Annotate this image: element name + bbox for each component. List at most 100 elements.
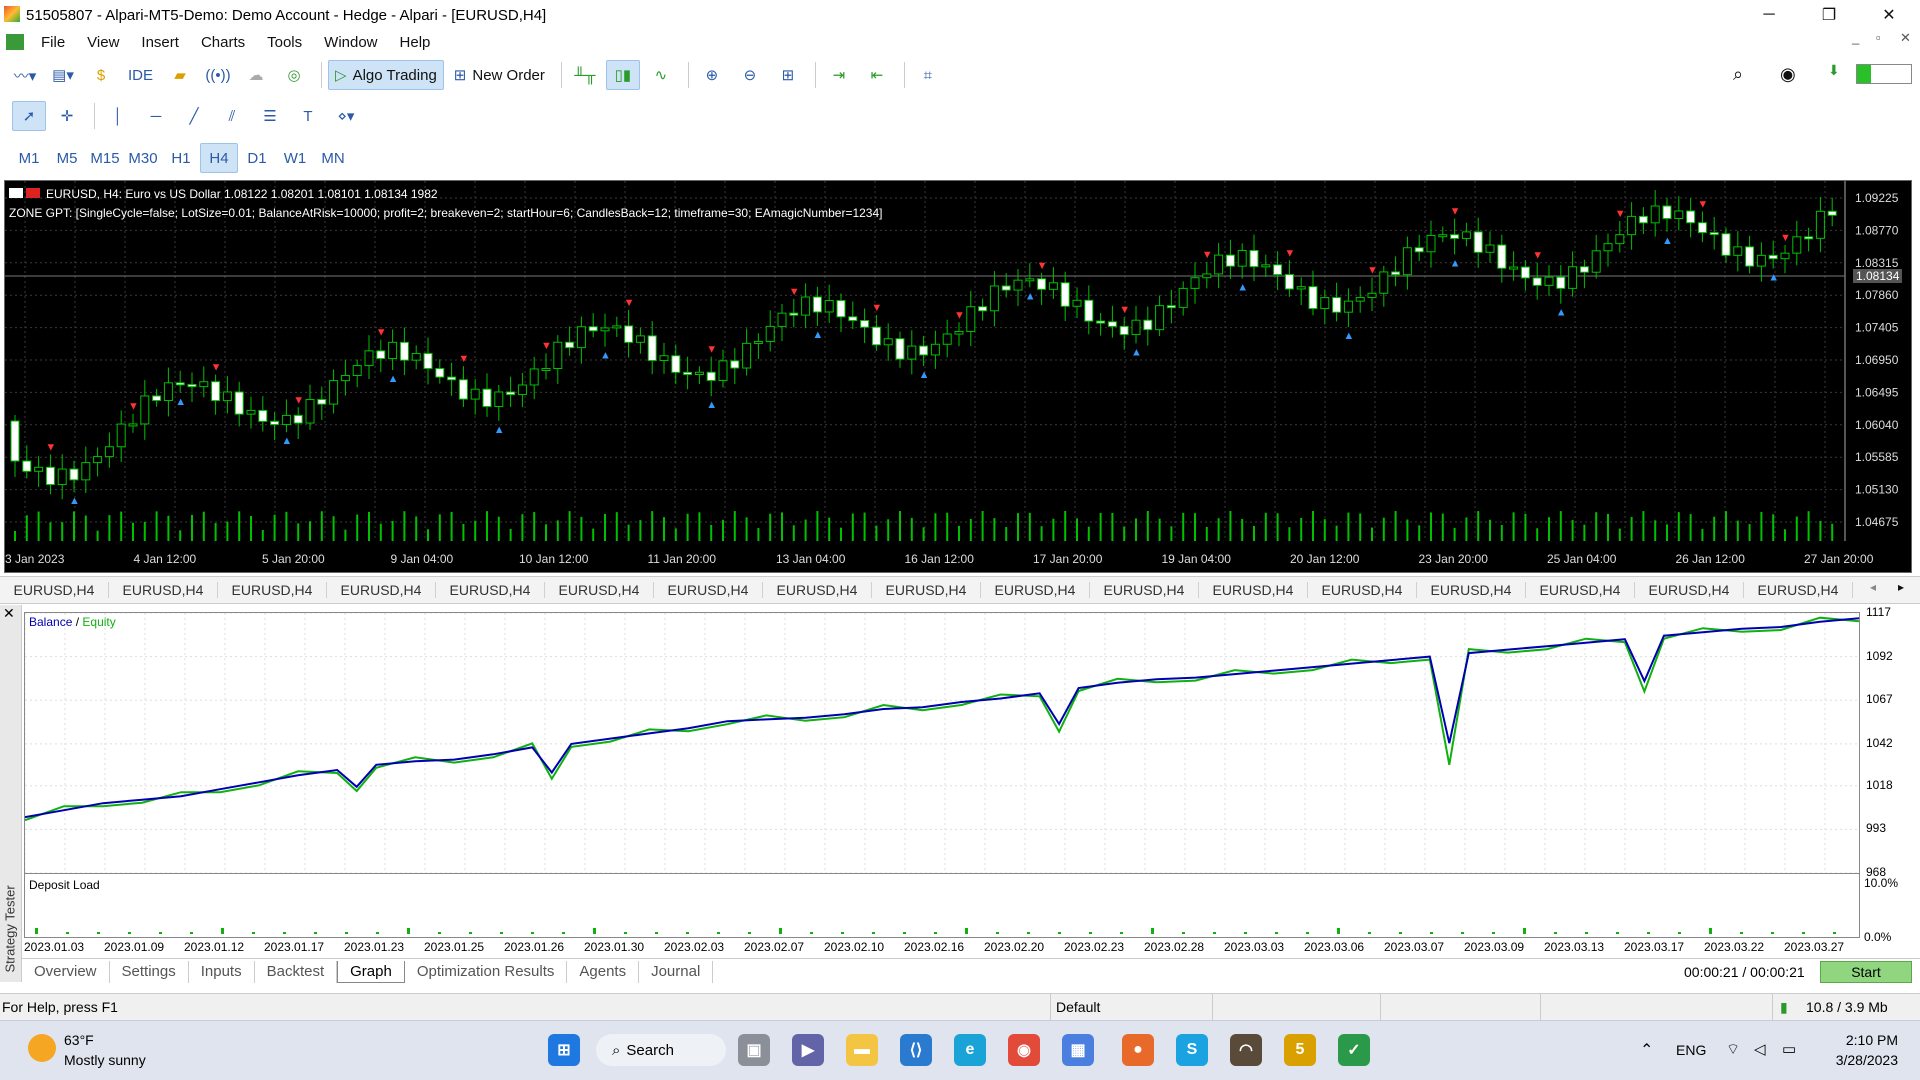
chart-tab[interactable]: EURUSD,H4 <box>109 582 218 598</box>
new-order-button[interactable]: ⊞ New Order <box>453 66 545 85</box>
tab-inputs[interactable]: Inputs <box>189 960 255 983</box>
tab-scroll-right-icon[interactable]: ▸ <box>1898 580 1905 594</box>
start-button[interactable]: Start <box>1820 961 1912 983</box>
tf-d1[interactable]: D1 <box>247 149 267 167</box>
restore-button[interactable]: ❐ <box>1821 7 1837 24</box>
volume-icon[interactable]: ◁ <box>1754 1041 1766 1058</box>
chart-tab[interactable]: EURUSD,H4 <box>0 582 109 598</box>
channel-icon[interactable]: ⫽ <box>228 107 236 125</box>
alpari-icon[interactable]: ◠ <box>1230 1034 1262 1066</box>
fibonacci-icon[interactable]: ☰ <box>263 108 277 125</box>
dollar-icon[interactable]: $ <box>96 66 106 84</box>
mdi-close-icon[interactable]: ✕ <box>1900 30 1911 45</box>
tf-h4[interactable]: H4 <box>200 143 238 173</box>
store-icon[interactable]: ▦ <box>1062 1034 1094 1066</box>
menu-window[interactable]: Window <box>324 33 378 51</box>
language-indicator[interactable]: ENG <box>1676 1042 1707 1058</box>
tab-graph[interactable]: Graph <box>337 960 405 983</box>
horizontal-line-icon[interactable]: ─ <box>150 107 162 125</box>
tf-m15[interactable]: M15 <box>90 149 120 167</box>
chart-tab[interactable]: EURUSD,H4 <box>763 582 872 598</box>
chart-window-icon[interactable]: ▤▾ <box>52 67 74 84</box>
zoom-in-icon[interactable]: ⊕ <box>705 67 719 84</box>
clock-date[interactable]: 3/28/2023 <box>1835 1052 1898 1068</box>
menu-charts[interactable]: Charts <box>200 33 246 51</box>
crosshair-icon[interactable]: ✛ <box>60 108 74 125</box>
menu-insert[interactable]: Insert <box>141 33 179 51</box>
windows-start-icon[interactable]: ⊞ <box>548 1034 580 1066</box>
chart-tab[interactable]: EURUSD,H4 <box>872 582 981 598</box>
lvl-icon[interactable]: ⬇ <box>1828 62 1840 78</box>
chart-tab[interactable]: EURUSD,H4 <box>1526 582 1635 598</box>
mdi-minimize-icon[interactable]: _ <box>1852 30 1860 45</box>
text-icon[interactable]: T <box>303 107 313 125</box>
tf-h1[interactable]: H1 <box>171 149 191 167</box>
signal-icon[interactable]: ((•)) <box>205 66 231 84</box>
tf-m5[interactable]: M5 <box>56 149 78 167</box>
menu-help[interactable]: Help <box>399 33 431 51</box>
battery-icon[interactable]: ▭ <box>1782 1041 1797 1058</box>
vps-globe-icon[interactable]: ◎ <box>287 67 301 84</box>
tab-journal[interactable]: Journal <box>639 960 714 983</box>
tab-overview[interactable]: Overview <box>22 960 110 983</box>
tray-chevron-icon[interactable]: ⌃ <box>1640 1042 1654 1059</box>
chart-tab[interactable]: EURUSD,H4 <box>981 582 1090 598</box>
account-icon[interactable]: ◉ <box>1780 64 1796 84</box>
candlestick-icon[interactable]: ▯▮ <box>605 60 640 90</box>
chart-tab[interactable]: EURUSD,H4 <box>1744 582 1853 598</box>
shopping-bag-icon[interactable]: ▰ <box>174 67 186 84</box>
teams-icon[interactable]: ▶ <box>792 1034 824 1066</box>
trendline-icon[interactable]: ╱ <box>189 108 199 125</box>
chart-tab[interactable]: EURUSD,H4 <box>1199 582 1308 598</box>
chart-tab[interactable]: EURUSD,H4 <box>436 582 545 598</box>
cloud-icon[interactable]: ☁ <box>248 67 264 84</box>
cursor-icon[interactable]: ➚ <box>12 101 46 131</box>
tab-settings[interactable]: Settings <box>110 960 189 983</box>
tab-scroll-left-icon[interactable]: ◂ <box>1870 580 1877 594</box>
chart-tab[interactable]: EURUSD,H4 <box>327 582 436 598</box>
menu-tools[interactable]: Tools <box>267 33 303 51</box>
search-icon[interactable]: ⌕ <box>1733 64 1744 84</box>
algo-trading-button[interactable]: ▷ Algo Trading <box>328 60 444 90</box>
tab-backtest[interactable]: Backtest <box>255 960 338 983</box>
chart-tab[interactable]: EURUSD,H4 <box>218 582 327 598</box>
mdi-restore-icon[interactable]: ▫ <box>1876 30 1881 45</box>
file-explorer-icon[interactable]: ▬ <box>846 1034 878 1066</box>
bar-chart-icon[interactable]: ╨╥ <box>574 66 596 84</box>
tf-m1[interactable]: M1 <box>18 149 40 167</box>
shapes-icon[interactable]: ⋄▾ <box>337 108 355 125</box>
wifi-icon[interactable]: ⌔ <box>1726 1041 1741 1058</box>
metatrader-icon[interactable]: ✓ <box>1338 1034 1370 1066</box>
line-chart-icon[interactable]: ∿ <box>654 67 668 84</box>
ide-button[interactable]: IDE <box>128 66 154 84</box>
tf-w1[interactable]: W1 <box>283 149 307 167</box>
minimize-button[interactable]: ─ <box>1763 6 1775 23</box>
close-button[interactable]: ✕ <box>1882 7 1896 24</box>
price-chart[interactable]: 1.09225 1.08770 1.08315 1.07860 1.07405 1.069… <box>4 180 1912 573</box>
edge-icon[interactable]: e <box>954 1034 986 1066</box>
firefox-icon[interactable]: ● <box>1122 1034 1154 1066</box>
zoom-out-icon[interactable]: ⊖ <box>743 67 757 84</box>
chart-tab[interactable]: EURUSD,H4 <box>1308 582 1417 598</box>
clock-time[interactable]: 2:10 PM <box>1845 1032 1898 1048</box>
autoscroll-icon[interactable]: ⇥ <box>832 67 846 84</box>
screenshot-icon[interactable]: ⌗ <box>923 66 933 84</box>
tab-optimization-results[interactable]: Optimization Results <box>405 960 568 983</box>
tf-m30[interactable]: M30 <box>128 149 158 167</box>
weather-icon[interactable] <box>28 1034 56 1062</box>
menu-view[interactable]: View <box>87 33 120 51</box>
tile-windows-icon[interactable]: ⊞ <box>781 67 795 84</box>
skype-icon[interactable]: S <box>1176 1034 1208 1066</box>
tab-agents[interactable]: Agents <box>567 960 640 983</box>
chart-tab[interactable]: EURUSD,H4 <box>1090 582 1199 598</box>
chart-tab[interactable]: EURUSD,H4 <box>1417 582 1526 598</box>
chart-tab[interactable]: EURUSD,H4 <box>654 582 763 598</box>
chrome-icon[interactable]: ◉ <box>1008 1034 1040 1066</box>
metaeditor-icon[interactable]: 5 <box>1284 1034 1316 1066</box>
chart-tab[interactable]: EURUSD,H4 <box>1635 582 1744 598</box>
tester-close-icon[interactable]: ✕ <box>3 605 15 621</box>
vscode-icon[interactable]: ⟨⟩ <box>900 1034 932 1066</box>
task-view-icon[interactable]: ▣ <box>738 1034 770 1066</box>
menu-file[interactable]: File <box>41 33 66 51</box>
tf-mn[interactable]: MN <box>321 149 345 167</box>
